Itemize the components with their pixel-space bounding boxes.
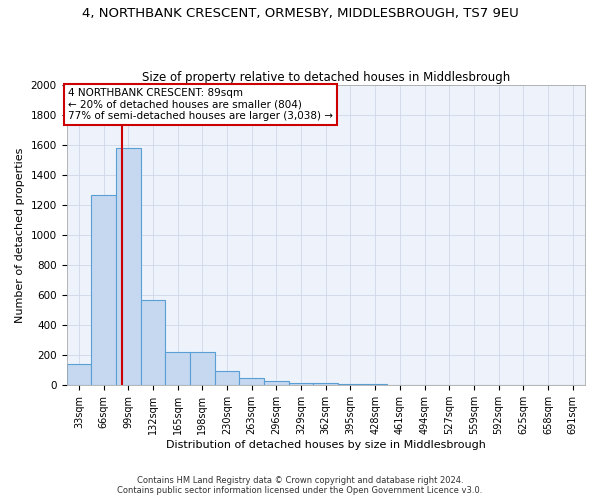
Bar bbox=[215, 371, 239, 385]
Bar bbox=[190, 352, 215, 385]
Bar bbox=[264, 382, 289, 385]
Bar bbox=[313, 383, 338, 385]
Bar bbox=[289, 383, 313, 385]
Bar bbox=[363, 384, 388, 385]
Y-axis label: Number of detached properties: Number of detached properties bbox=[15, 148, 25, 322]
Bar bbox=[338, 384, 363, 385]
Bar bbox=[91, 195, 116, 385]
Text: 4, NORTHBANK CRESCENT, ORMESBY, MIDDLESBROUGH, TS7 9EU: 4, NORTHBANK CRESCENT, ORMESBY, MIDDLESB… bbox=[82, 8, 518, 20]
Bar bbox=[165, 352, 190, 385]
Bar bbox=[239, 378, 264, 385]
Title: Size of property relative to detached houses in Middlesbrough: Size of property relative to detached ho… bbox=[142, 70, 510, 84]
Text: 4 NORTHBANK CRESCENT: 89sqm
← 20% of detached houses are smaller (804)
77% of se: 4 NORTHBANK CRESCENT: 89sqm ← 20% of det… bbox=[68, 88, 333, 121]
Text: Contains HM Land Registry data © Crown copyright and database right 2024.
Contai: Contains HM Land Registry data © Crown c… bbox=[118, 476, 482, 495]
Bar bbox=[140, 300, 165, 385]
Bar bbox=[116, 148, 140, 385]
Bar bbox=[67, 364, 91, 385]
X-axis label: Distribution of detached houses by size in Middlesbrough: Distribution of detached houses by size … bbox=[166, 440, 486, 450]
